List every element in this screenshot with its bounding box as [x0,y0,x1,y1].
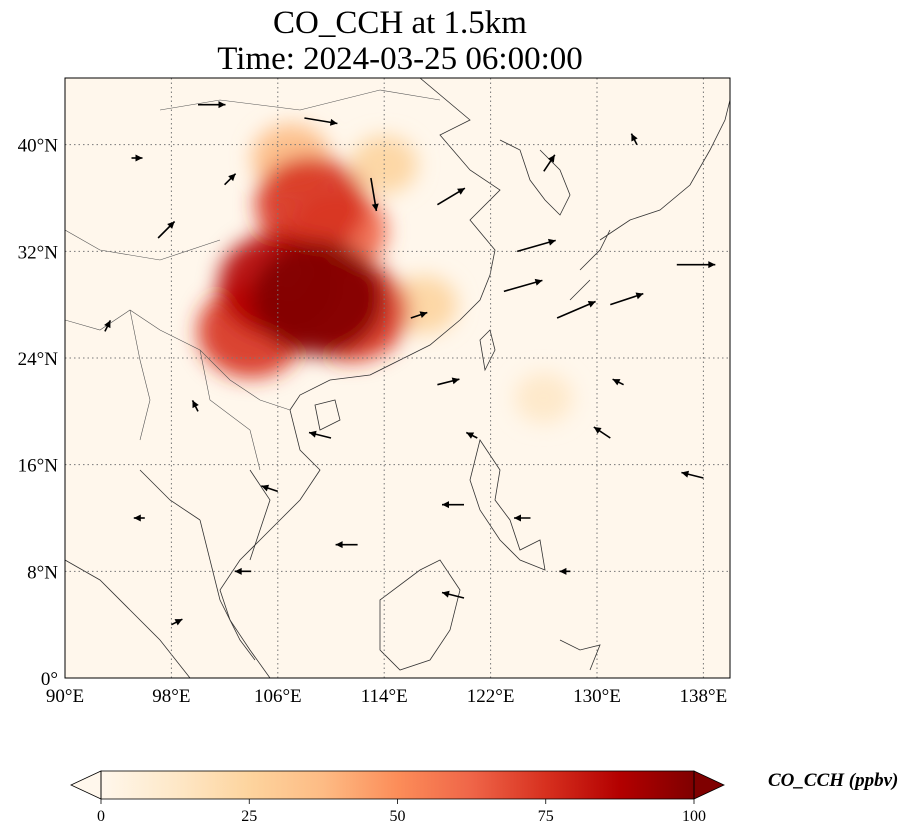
wind-arrow [676,261,716,269]
wind-arrow [630,133,638,146]
wind-arrow [442,501,464,509]
colorbar-ticks: 0 25 50 75 100 [97,799,706,825]
wind-arrow [681,470,704,479]
longitude-tick-label: 106°E [254,686,302,707]
latitude-tick-label: 24°N [18,349,59,370]
longitude-tick-label: 138°E [680,686,728,707]
wind-arrow [370,177,379,212]
colorbar-extend-low [70,770,102,800]
map-gridlines [65,78,730,678]
coastline-east-asia [219,78,501,678]
coastline-borneo [379,559,461,671]
wind-arrow [612,378,624,386]
wind-arrow [437,377,460,386]
coastline-sulawesi [559,639,601,671]
coastline-philippines [469,439,546,571]
wind-arrow [516,238,556,253]
longitude-tick-label: 114°E [361,686,408,707]
co-concentration-field [197,123,574,424]
plume-region [255,156,367,253]
wind-vectors [104,101,716,626]
colorbar-label: CO_CCH (ppbv) [768,770,899,791]
latitude-tick-label: 8°N [27,562,58,583]
latitude-tick-label: 0° [41,669,58,690]
longitude-tick-label: 122°E [467,686,515,707]
coastline-sumatra [65,559,191,678]
colorbar-tick-label: 50 [390,808,406,825]
coastline-malay [199,519,256,661]
plume-region [514,372,574,424]
wind-arrow [441,590,465,599]
coastline-hainan [314,399,341,431]
colorbar-tick-label: 100 [682,808,706,825]
colorbar-tick-label: 0 [97,808,105,825]
wind-arrow [308,430,332,439]
map-title-variable: CO_CCH at 1.5km [273,5,527,41]
coastline-indochina [139,469,271,561]
longitude-tick-label: 90°E [46,686,84,707]
coastline-taiwan [479,329,496,372]
wind-arrow [593,426,611,439]
wind-arrow [514,514,531,522]
map-title-time: Time: 2024-03-25 06:00:00 [217,41,583,77]
wind-arrow [410,311,428,319]
longitude-tick-label: 98°E [152,686,190,707]
latitude-tick-labels: 0° 8°N 16°N 24°N 32°N 40°N [18,136,59,690]
wind-arrow [559,567,571,575]
longitude-tick-label: 130°E [573,686,621,707]
colorbar-tick-label: 25 [241,808,257,825]
wind-arrow [224,173,237,186]
wind-arrow [335,541,358,549]
country-borders [65,89,441,471]
latitude-tick-label: 32°N [18,242,59,263]
coastline-korea [499,139,571,216]
colorbar-gradient [101,771,694,799]
wind-arrow [133,514,145,522]
wind-arrow [556,300,596,319]
colorbar-tick-label: 75 [538,808,554,825]
wind-arrow [503,278,543,293]
latitude-tick-label: 16°N [18,456,59,477]
wind-arrow [234,567,252,575]
wind-arrow [157,220,176,239]
wind-arrow [198,101,226,109]
plume-region [252,241,384,355]
wind-arrow [304,117,338,126]
colorbar-extend-high [693,770,725,800]
coastline-japan [569,99,730,301]
colorbar: 0 25 50 75 100 [70,770,725,825]
wind-arrow [171,618,183,626]
wind-arrow [104,319,112,332]
longitude-tick-labels: 90°E 98°E 106°E 114°E 122°E 130°E 138°E [46,686,727,707]
wind-arrow [436,187,466,206]
wind-arrow [610,292,644,306]
wind-arrow [543,154,556,172]
wind-arrow [261,484,279,493]
coastlines [65,78,730,678]
latitude-tick-label: 40°N [18,136,59,157]
wind-arrow [191,399,199,412]
map-frame [64,77,731,679]
wind-arrow [131,154,143,162]
wind-arrow [465,431,478,439]
